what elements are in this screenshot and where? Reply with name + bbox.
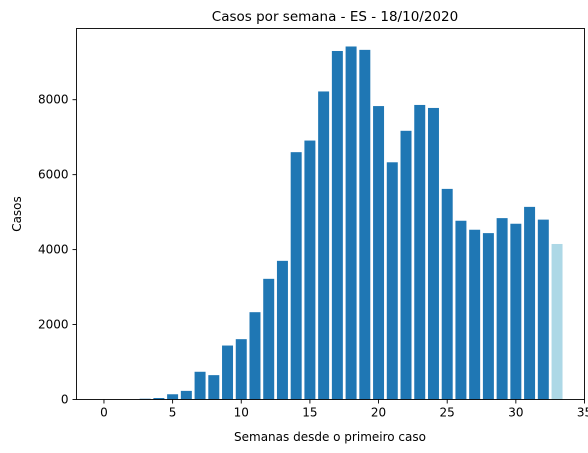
bar-week-18 — [345, 46, 357, 400]
bar-week-13 — [276, 260, 288, 400]
bar-week-15 — [304, 140, 316, 400]
y-tick-label: 2000 — [38, 318, 69, 332]
bar-week-26 — [455, 220, 467, 400]
y-axis-label: Casos — [10, 196, 24, 232]
x-tick-label: 35 — [577, 406, 588, 420]
bar-week-22 — [400, 130, 412, 400]
x-tick-label: 20 — [371, 406, 386, 420]
bar-week-5 — [167, 394, 179, 400]
bar-week-19 — [359, 49, 371, 400]
plot-frame — [76, 28, 585, 400]
bar-week-25 — [441, 188, 453, 400]
chart-title: Casos por semana - ES - 18/10/2020 — [212, 9, 458, 25]
x-axis-ticks: 0 5 10 15 20 25 30 35 — [100, 399, 588, 420]
bar-week-31 — [524, 206, 536, 400]
bar-week-10 — [235, 339, 247, 400]
bar-week-6 — [180, 390, 192, 400]
bar-week-30 — [510, 223, 522, 400]
bar-week-7 — [194, 371, 206, 400]
bar-week-24 — [427, 107, 439, 400]
bar-week-33 — [551, 243, 563, 400]
bar-week-14 — [290, 152, 302, 400]
x-tick-label: 0 — [100, 406, 108, 420]
bar-week-16 — [318, 91, 330, 400]
x-tick-label: 5 — [169, 406, 177, 420]
bar-week-12 — [263, 278, 275, 400]
bar-week-23 — [414, 104, 426, 400]
x-tick-label: 25 — [440, 406, 455, 420]
x-tick-label: 10 — [234, 406, 249, 420]
bar-week-11 — [249, 312, 261, 400]
bar-week-20 — [373, 106, 385, 400]
bar-week-27 — [469, 229, 481, 400]
y-tick-label: 4000 — [38, 243, 69, 257]
bar-week-4 — [153, 398, 165, 400]
bar-week-9 — [222, 345, 234, 400]
x-tick-label: 30 — [508, 406, 523, 420]
x-axis-label: Semanas desde o primeiro caso — [234, 430, 426, 444]
bar-week-17 — [331, 50, 343, 400]
bars-group — [139, 46, 563, 400]
bar-week-32 — [537, 219, 549, 400]
bar-week-28 — [482, 233, 494, 400]
y-tick-label: 0 — [61, 393, 69, 407]
bar-week-8 — [208, 375, 220, 400]
y-axis-ticks: 0 2000 4000 6000 8000 — [38, 93, 77, 407]
y-tick-label: 6000 — [38, 168, 69, 182]
bar-week-29 — [496, 218, 508, 400]
x-tick-label: 15 — [302, 406, 317, 420]
bar-week-21 — [386, 162, 398, 400]
y-tick-label: 8000 — [38, 93, 69, 107]
